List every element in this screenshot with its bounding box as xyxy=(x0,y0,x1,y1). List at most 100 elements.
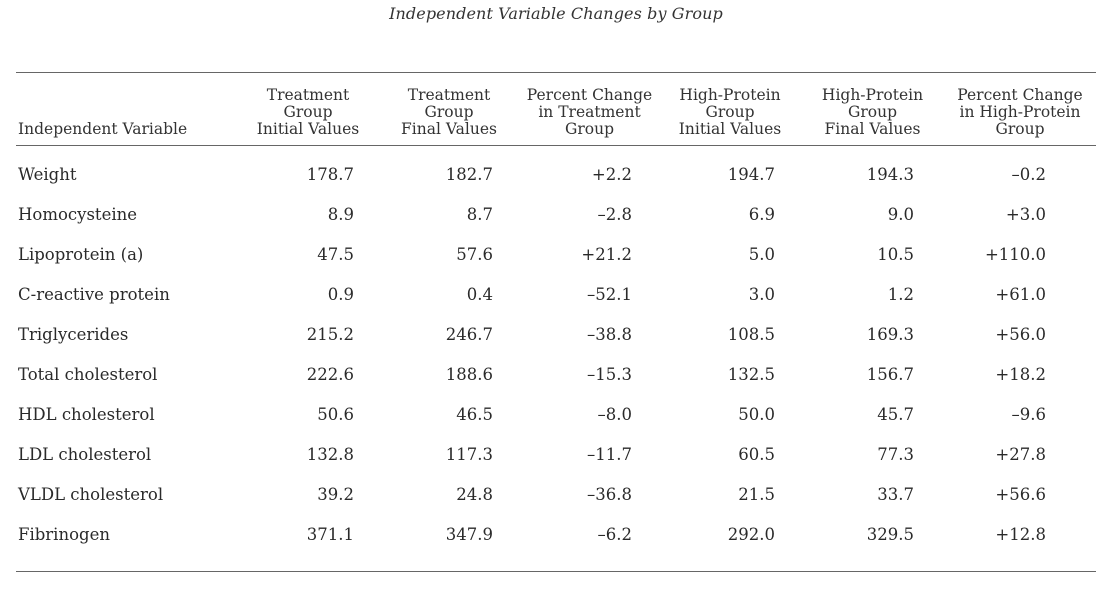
column-header-line: in High-Protein xyxy=(959,103,1081,121)
row-label: VLDL cholesterol xyxy=(18,484,164,504)
bottom-rule xyxy=(16,571,1096,572)
column-header: High-Protein Group Final Values xyxy=(801,80,944,138)
table-row: LDL cholesterol 132.8 117.3 –11.7 60.5 77.3 +2… xyxy=(16,434,1096,474)
table-cell: 132.8 xyxy=(306,444,354,464)
table-cell: 292.0 xyxy=(727,524,775,544)
table-cell: 0.4 xyxy=(466,284,493,304)
column-header-line: Final Values xyxy=(824,120,921,138)
table-cell: –6.2 xyxy=(597,524,633,544)
table-cell: 6.9 xyxy=(748,204,775,224)
table-cell: +12.8 xyxy=(995,524,1046,544)
table-cell: +21.2 xyxy=(581,244,632,264)
column-header-line: Group xyxy=(847,103,898,121)
table-row: Weight 178.7 182.7 +2.2 194.7 194.3 –0.2 xyxy=(16,154,1096,194)
table-cell: 50.6 xyxy=(317,404,354,424)
table-cell: 3.0 xyxy=(748,284,775,304)
table-row: Triglycerides 215.2 246.7 –38.8 108.5 169.3 +5… xyxy=(16,314,1096,354)
column-header-line: in Treatment xyxy=(538,103,641,121)
table-cell: +56.0 xyxy=(995,324,1046,344)
table-cell: 1.2 xyxy=(887,284,914,304)
table-cell: 329.5 xyxy=(866,524,914,544)
table-cell: 8.9 xyxy=(327,204,354,224)
header-spacer xyxy=(16,138,1096,154)
table-cell: 47.5 xyxy=(317,244,354,264)
table-row: VLDL cholesterol 39.2 24.8 –36.8 21.5 33.7 +56… xyxy=(16,474,1096,514)
row-label: Lipoprotein (a) xyxy=(18,244,144,264)
table-cell: 46.5 xyxy=(456,404,493,424)
table-cell: 156.7 xyxy=(866,364,914,384)
row-label: HDL cholesterol xyxy=(18,404,155,424)
table-cell: 222.6 xyxy=(306,364,354,384)
table-cell: 371.1 xyxy=(306,524,354,544)
table-cell: –15.3 xyxy=(587,364,632,384)
table-cell: –2.8 xyxy=(597,204,633,224)
table-body: Weight 178.7 182.7 +2.2 194.7 194.3 –0.2 Homocy… xyxy=(16,138,1096,554)
data-table: Independent Variable Treatment Group Initia… xyxy=(16,80,1096,554)
table-cell: –38.8 xyxy=(587,324,632,344)
table-cell: 132.5 xyxy=(727,364,775,384)
table-cell: 10.5 xyxy=(877,244,914,264)
column-header-line: Group xyxy=(283,103,333,121)
table-cell: 246.7 xyxy=(445,324,493,344)
column-header: Independent Variable xyxy=(16,80,238,138)
column-header: Percent Change in Treatment Group xyxy=(520,80,659,138)
column-header-line: Initial Values xyxy=(678,120,782,138)
table-cell: 182.7 xyxy=(445,164,493,184)
table-cell: +27.8 xyxy=(995,444,1046,464)
table-cell: 8.7 xyxy=(466,204,493,224)
table-cell: 169.3 xyxy=(866,324,914,344)
table-cell: 5.0 xyxy=(748,244,775,264)
column-header-line: Final Values xyxy=(401,120,497,138)
column-header-line: Group xyxy=(564,120,615,138)
table-row: HDL cholesterol 50.6 46.5 –8.0 50.0 45.7 –9.6 xyxy=(16,394,1096,434)
column-header-line: Group xyxy=(424,103,474,121)
row-label: Triglycerides xyxy=(18,324,129,344)
column-header-line: Group xyxy=(995,120,1045,138)
table-cell: –9.6 xyxy=(1011,404,1047,424)
top-rule xyxy=(16,72,1096,73)
table-cell: –36.8 xyxy=(587,484,632,504)
table-row: C-reactive protein 0.9 0.4 –52.1 3.0 1.2 +61.0 xyxy=(16,274,1096,314)
column-header-line: Independent Variable xyxy=(18,120,188,138)
table-cell: 215.2 xyxy=(306,324,354,344)
table-cell: 178.7 xyxy=(306,164,354,184)
table-cell: +18.2 xyxy=(995,364,1046,384)
row-label: Weight xyxy=(18,164,77,184)
table-cell: +2.2 xyxy=(591,164,632,184)
table-cell: 194.3 xyxy=(866,164,914,184)
row-label: Fibrinogen xyxy=(18,524,110,544)
column-header: Percent Change in High-Protein Group xyxy=(944,80,1096,138)
column-header: Treatment Group Initial Values xyxy=(238,80,378,138)
column-header-line: Percent Change xyxy=(957,86,1083,104)
table-cell: 39.2 xyxy=(317,484,354,504)
column-header-line: High-Protein xyxy=(821,86,924,104)
table-cell: –8.0 xyxy=(597,404,633,424)
column-header-line: Treatment xyxy=(266,86,350,104)
table-cell: +3.0 xyxy=(1005,204,1046,224)
table-cell: 57.6 xyxy=(456,244,493,264)
table-cell: 60.5 xyxy=(738,444,775,464)
table-cell: –52.1 xyxy=(587,284,632,304)
table-cell: 108.5 xyxy=(727,324,775,344)
table-cell: +61.0 xyxy=(995,284,1046,304)
table-cell: 347.9 xyxy=(445,524,493,544)
table-row: Lipoprotein (a) 47.5 57.6 +21.2 5.0 10.5 +110.… xyxy=(16,234,1096,274)
table-title: Independent Variable Changes by Group xyxy=(389,4,723,23)
table-cell: 33.7 xyxy=(877,484,914,504)
column-header: High-Protein Group Initial Values xyxy=(659,80,801,138)
row-label: Total cholesterol xyxy=(18,364,158,384)
table-cell: 45.7 xyxy=(877,404,914,424)
column-header-line: Treatment xyxy=(407,86,491,104)
table-cell: +110.0 xyxy=(984,244,1046,264)
column-header: Treatment Group Final Values xyxy=(378,80,520,138)
column-header-line: Percent Change xyxy=(526,86,653,104)
table-cell: 188.6 xyxy=(445,364,493,384)
table-cell: –0.2 xyxy=(1011,164,1047,184)
column-header-line: Group xyxy=(705,103,755,121)
row-label: Homocysteine xyxy=(18,204,137,224)
table-cell: 21.5 xyxy=(738,484,775,504)
header-row: Independent Variable Treatment Group Initia… xyxy=(16,80,1096,138)
row-label: LDL cholesterol xyxy=(18,444,152,464)
column-header-line: High-Protein xyxy=(679,86,781,104)
table-row: Homocysteine 8.9 8.7 –2.8 6.9 9.0 +3.0 xyxy=(16,194,1096,234)
